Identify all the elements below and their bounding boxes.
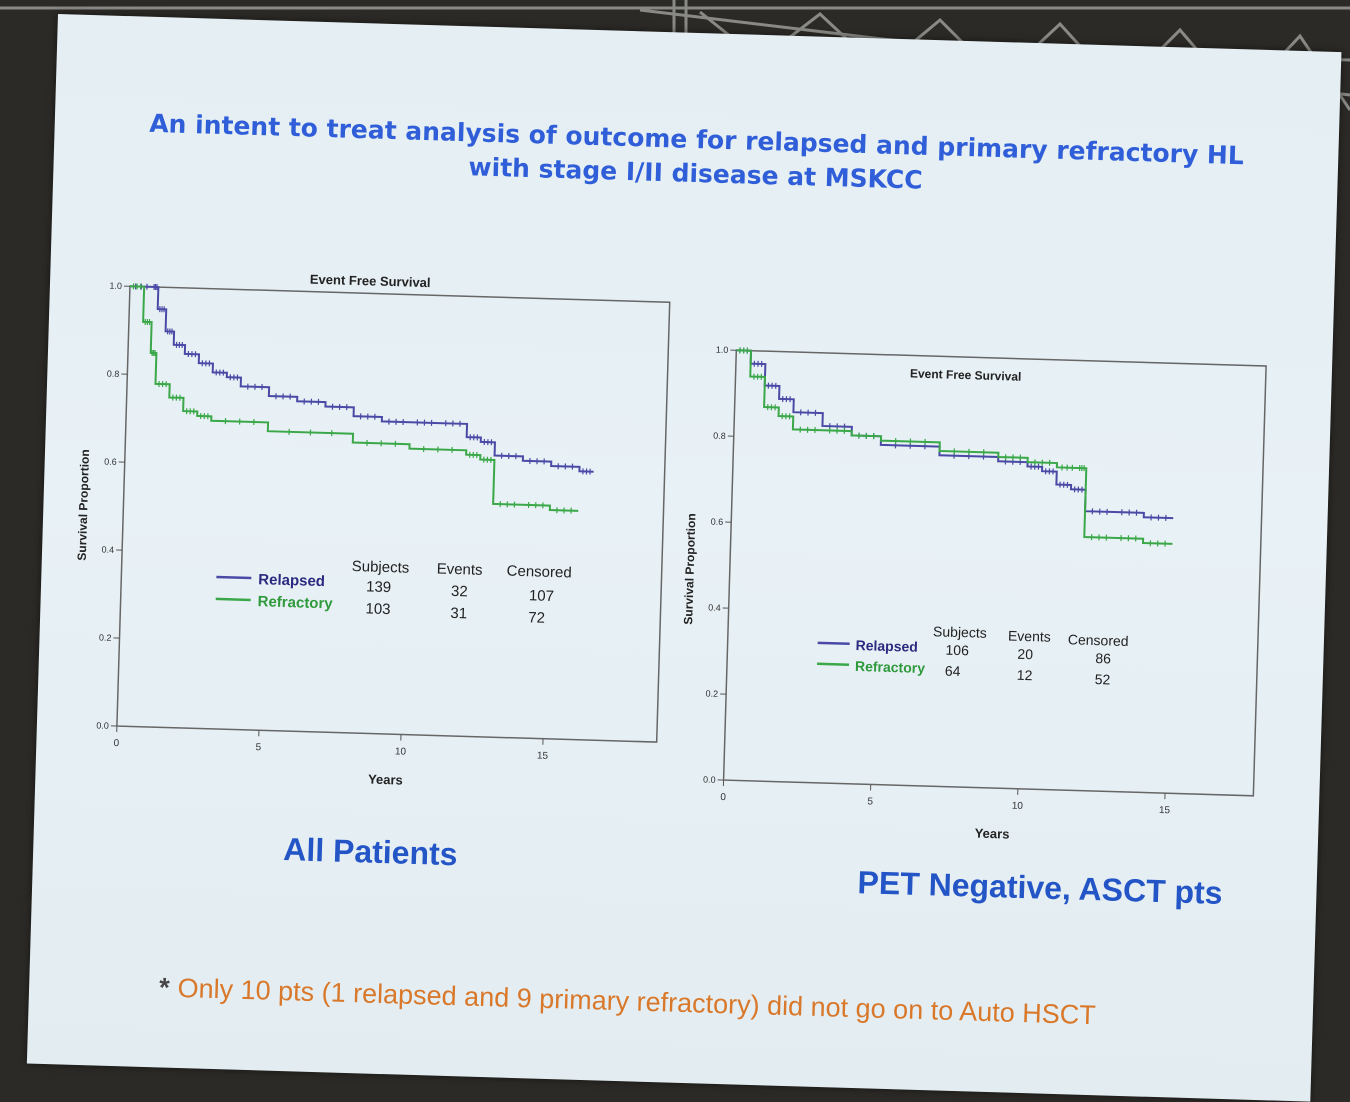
legend-swatch-relapsed	[216, 577, 251, 578]
legend-header-subjects: Subjects	[933, 623, 987, 641]
x-axis-label: Years	[975, 826, 1010, 842]
legend-censored-refractory: 72	[528, 609, 545, 626]
y-tick-label: 0.0	[96, 720, 109, 730]
y-tick-label: 0.6	[104, 457, 117, 467]
legend-events-relapsed: 32	[451, 583, 468, 600]
x-tick-label: 10	[395, 746, 407, 757]
legend-header-events: Events	[1008, 627, 1051, 644]
legend-subjects-relapsed: 106	[945, 642, 969, 659]
plot-frame	[724, 350, 1267, 796]
y-tick-label: 0.8	[107, 369, 120, 379]
legend-label-relapsed: Relapsed	[855, 637, 918, 655]
legend-events-relapsed: 20	[1017, 646, 1033, 662]
x-tick-label: 10	[1012, 801, 1024, 812]
axis-ticks: 0 5 10 15 0.0 0.2 0.4 0.6 0.8 1.0	[702, 345, 1184, 817]
legend-header-censored: Censored	[1068, 631, 1129, 649]
projection-screen: An intent to treat analysis of outcome f…	[27, 14, 1342, 1102]
x-tick-label: 15	[537, 751, 549, 762]
y-tick-label: 0.6	[711, 517, 724, 527]
legend-events-refractory: 31	[450, 605, 467, 622]
y-axis-label: Survival Proportion	[681, 513, 698, 625]
x-axis-label: Years	[368, 772, 403, 788]
footnote-text: Only 10 pts (1 relapsed and 9 primary re…	[177, 973, 1096, 1030]
chart-all-patients: Event Free Survival Survival Proportion …	[54, 254, 690, 832]
legend-swatch-refractory	[216, 599, 251, 600]
chart-pet-negative: Event Free Survival Survival Proportion …	[671, 329, 1287, 887]
y-tick-label: 1.0	[109, 281, 122, 291]
legend-censored-relapsed: 86	[1095, 650, 1111, 666]
y-tick-label: 0.0	[703, 774, 716, 784]
caption-all-patients: All Patients	[283, 831, 458, 873]
series-line-relapsed	[125, 286, 599, 471]
survival-curves	[124, 283, 599, 514]
y-tick-label: 0.2	[705, 689, 718, 699]
legend-subjects-refractory: 64	[945, 663, 961, 679]
legend-label-refractory: Refractory	[855, 658, 926, 676]
y-tick-label: 1.0	[716, 345, 729, 355]
legend-censored-refractory: 52	[1094, 671, 1110, 687]
legend-subjects-refractory: 103	[365, 600, 391, 618]
legend: Subjects Events Censored Relapsed 139 32…	[215, 554, 572, 628]
chart-title: Event Free Survival	[910, 366, 1022, 383]
series-line-refractory	[124, 286, 585, 511]
legend-header-censored: Censored	[506, 563, 572, 582]
legend-censored-relapsed: 107	[529, 587, 555, 605]
legend-header-subjects: Subjects	[351, 558, 409, 577]
y-tick-label: 0.4	[101, 545, 114, 555]
x-tick-label: 0	[113, 738, 119, 749]
footnote-asterisk: *	[159, 972, 170, 1002]
y-tick-label: 0.4	[708, 603, 721, 613]
x-tick-label: 5	[255, 742, 261, 753]
x-tick-label: 15	[1159, 805, 1171, 816]
legend-events-refractory: 12	[1017, 667, 1033, 683]
y-tick-label: 0.8	[713, 431, 726, 441]
footnote: *Only 10 pts (1 relapsed and 9 primary r…	[159, 972, 1096, 1031]
x-tick-label: 0	[720, 792, 726, 803]
legend-swatch-relapsed	[818, 643, 850, 644]
legend-header-events: Events	[436, 560, 482, 578]
chart-title: Event Free Survival	[310, 272, 431, 291]
legend-subjects-relapsed: 139	[366, 578, 392, 596]
y-axis-label: Survival Proportion	[75, 449, 92, 561]
legend-label-refractory: Refractory	[257, 593, 333, 612]
legend: Subjects Events Censored Relapsed 106 20…	[817, 620, 1129, 688]
legend-label-relapsed: Relapsed	[258, 571, 325, 590]
x-tick-label: 5	[867, 796, 873, 807]
y-tick-label: 0.2	[99, 632, 112, 642]
legend-swatch-refractory	[817, 664, 849, 665]
axis-ticks: 0 5 10 15 0.0 0.2 0.4 0.6 0.8 1.0	[96, 281, 563, 762]
